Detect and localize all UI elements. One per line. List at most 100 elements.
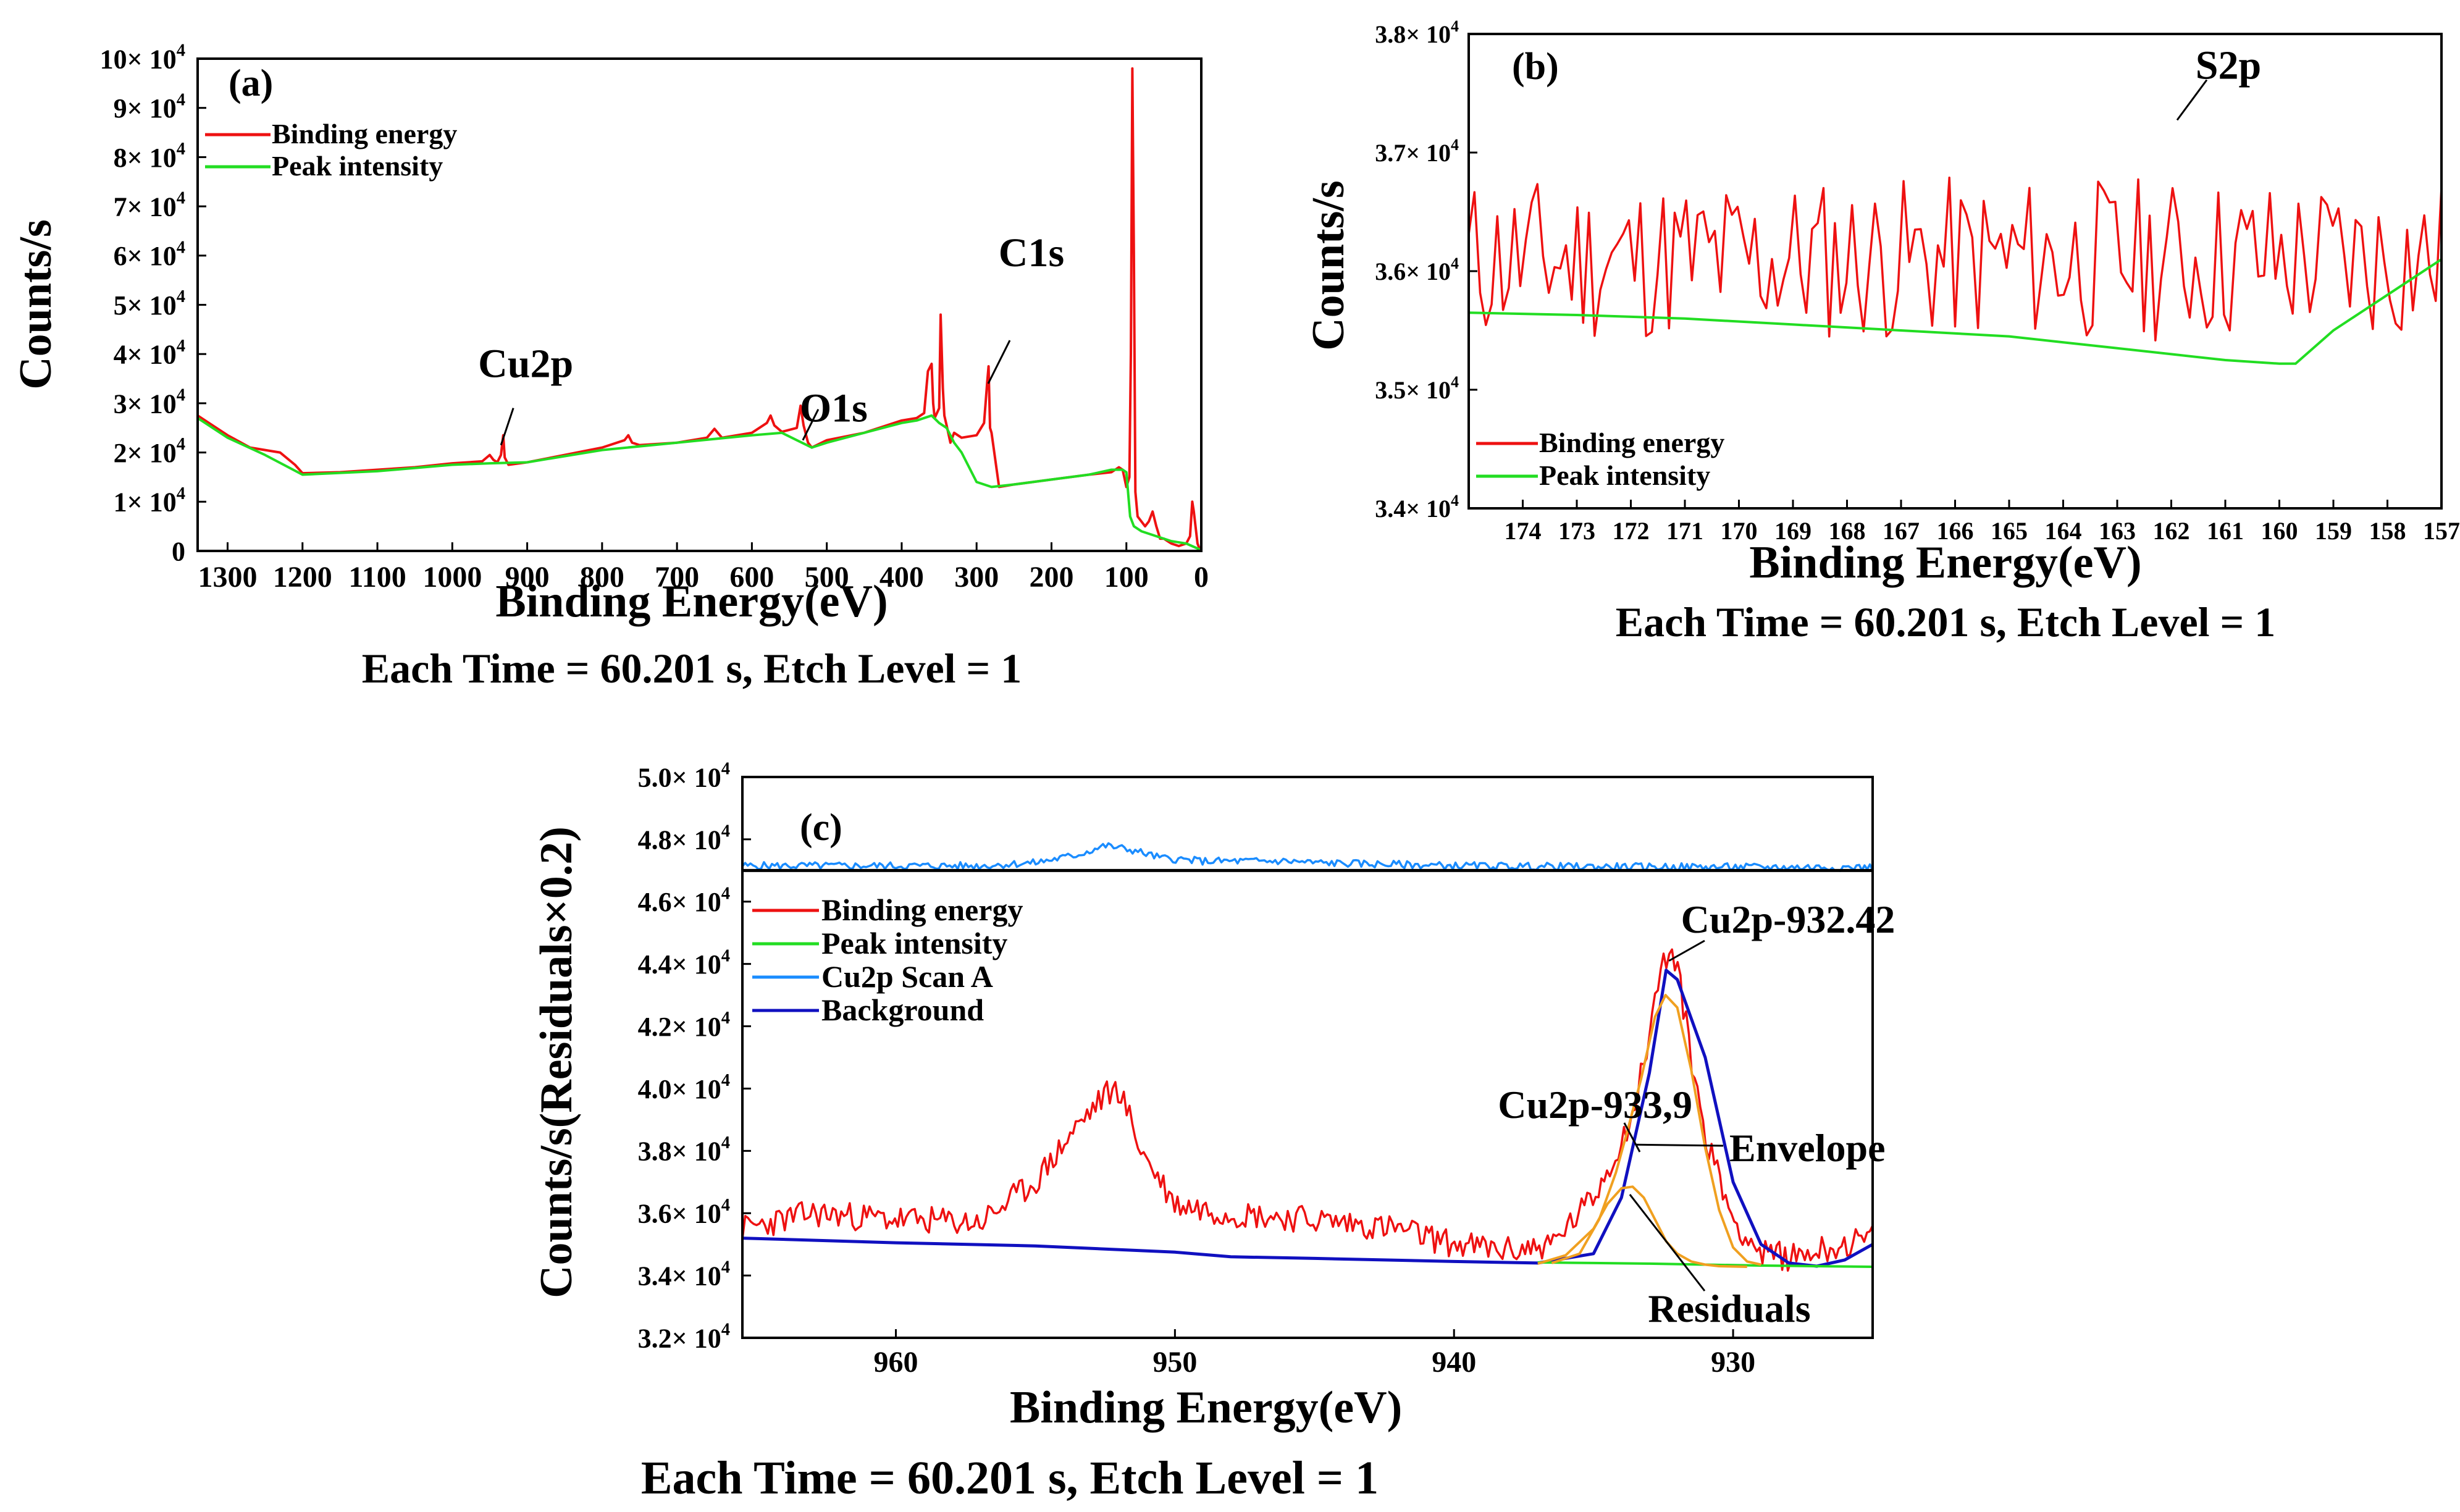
panel-b-y-ticks: 3.4× 104 3.5× 104 3.6× 104 3.7× 104 3.8× 104 bbox=[1375, 17, 1477, 523]
x-tick-label: 500 bbox=[805, 561, 849, 594]
panel-a-label: (a) bbox=[229, 62, 273, 104]
panel-c-legend-scan-label: Cu2p Scan A bbox=[821, 959, 993, 994]
y-tick-label: 0 bbox=[172, 536, 185, 566]
x-tick-label: 172 bbox=[1613, 517, 1650, 545]
panel-c-frame bbox=[741, 776, 1874, 1339]
panel-c-x-ticks: 960 950 940 930 bbox=[874, 1329, 1755, 1379]
panel-b-legend-peak-label: Peak intensity bbox=[1539, 460, 1710, 491]
x-tick-label: 930 bbox=[1711, 1346, 1755, 1379]
y-tick-label: 6× 104 bbox=[114, 238, 185, 271]
x-tick-label: 161 bbox=[2207, 517, 2244, 545]
x-tick-label: 171 bbox=[1666, 517, 1703, 545]
annotation-leader bbox=[1668, 939, 1705, 962]
panel-b-annotations: S2p bbox=[2176, 43, 2261, 121]
x-tick-label: 300 bbox=[954, 561, 999, 594]
y-tick-label: 3.7× 104 bbox=[1375, 136, 1459, 167]
x-tick-label: 1100 bbox=[348, 561, 406, 594]
series-background bbox=[742, 968, 1874, 1268]
y-tick-label: 3× 104 bbox=[114, 386, 185, 419]
x-tick-label: 160 bbox=[2261, 517, 2298, 545]
y-tick-label: 3.2× 104 bbox=[638, 1321, 730, 1354]
y-tick-label: 2× 104 bbox=[114, 435, 185, 468]
x-tick-label: 164 bbox=[2045, 517, 2082, 545]
series-peak-intensity bbox=[1468, 258, 2443, 365]
panel-c-y-ticks: 3.2× 104 3.4× 104 3.6× 104 3.8× 104 4.0× 104… bbox=[638, 760, 751, 1354]
panel-c-xlabel: Binding Energy(eV) bbox=[1010, 1382, 1402, 1433]
panel-b-label: (b) bbox=[1512, 46, 1559, 88]
series-residuals bbox=[1537, 1185, 1747, 1268]
panel-b: 174 173 172 171 170 169 168 167 166 165 164 163 162 1… bbox=[1303, 17, 2460, 645]
y-tick-label: 4.0× 104 bbox=[638, 1071, 730, 1104]
y-tick-label: 3.8× 104 bbox=[638, 1133, 730, 1167]
x-tick-label: 800 bbox=[580, 561, 624, 594]
y-tick-label: 3.6× 104 bbox=[1375, 254, 1459, 285]
x-tick-label: 950 bbox=[1152, 1346, 1197, 1379]
y-tick-label: 8× 104 bbox=[114, 140, 185, 173]
panel-c-legend-peak-label: Peak intensity bbox=[821, 926, 1007, 960]
panel-c: 960 950 940 930 3.2× 104 3.4× 104 3.6× 104 3.8… bbox=[531, 760, 1895, 1504]
panel-c-label: (c) bbox=[800, 807, 842, 849]
annotation-leader bbox=[1623, 1122, 1641, 1153]
x-tick-label: 1300 bbox=[198, 561, 258, 594]
panel-b-ylabel: Counts/s bbox=[1303, 180, 1354, 351]
x-tick-label: 200 bbox=[1029, 561, 1073, 594]
panel-b-series bbox=[1467, 176, 2443, 365]
y-tick-label: 4.4× 104 bbox=[638, 946, 730, 980]
y-tick-label: 3.4× 104 bbox=[1375, 492, 1459, 523]
annotation-leader bbox=[987, 340, 1011, 384]
x-tick-label: 157 bbox=[2423, 517, 2460, 545]
annotation-label: Cu2p-932.42 bbox=[1681, 897, 1895, 941]
annotation-label: Cu2p bbox=[478, 342, 573, 387]
x-tick-label: 166 bbox=[1937, 517, 1974, 545]
panel-b-caption: Each Time = 60.201 s, Etch Level = 1 bbox=[1616, 598, 2276, 645]
y-tick-label: 9× 104 bbox=[114, 90, 185, 124]
x-tick-label: 700 bbox=[655, 561, 699, 594]
y-tick-label: 5× 104 bbox=[114, 287, 185, 321]
annotation-label: Envelope bbox=[1729, 1126, 1885, 1170]
y-tick-label: 1× 104 bbox=[114, 484, 185, 518]
y-tick-label: 3.5× 104 bbox=[1375, 373, 1459, 404]
panel-c-legend-background-label: Background bbox=[821, 993, 984, 1027]
panel-c-legend: Binding energy Peak intensity Cu2p Scan … bbox=[752, 892, 1023, 1027]
x-tick-label: 1200 bbox=[273, 561, 332, 594]
panel-a-x-ticks: 1300 1200 1100 1000 900 800 700 600 500 400 300 200… bbox=[198, 542, 1209, 594]
annotation-leader bbox=[1635, 1143, 1724, 1147]
y-tick-label: 4.8× 104 bbox=[638, 821, 730, 855]
panel-c-legend-binding-label: Binding energy bbox=[821, 892, 1023, 927]
panel-b-legend-binding-label: Binding energy bbox=[1539, 427, 1724, 458]
x-tick-label: 900 bbox=[505, 561, 550, 594]
series-binding-energy bbox=[1467, 176, 2443, 342]
x-tick-label: 167 bbox=[1883, 517, 1920, 545]
panel-c-caption: Each Time = 60.201 s, Etch Level = 1 bbox=[641, 1452, 1379, 1504]
y-tick-label: 4.2× 104 bbox=[638, 1009, 730, 1042]
panel-a-legend-binding-label: Binding energy bbox=[272, 118, 457, 149]
series-binding-energy bbox=[741, 948, 1874, 1272]
panel-a-legend-peak-label: Peak intensity bbox=[272, 150, 443, 182]
x-tick-label: 162 bbox=[2153, 517, 2190, 545]
x-tick-label: 165 bbox=[1991, 517, 2028, 545]
panel-a-y-ticks: 0 1× 104 2× 104 3× 104 4× 104 5× 104 6× 104 7× … bbox=[100, 41, 206, 566]
panel-a-legend: Binding energy Peak intensity bbox=[205, 118, 457, 182]
annotation-label: C1s bbox=[999, 230, 1064, 275]
panel-a: 1300 1200 1100 1000 900 800 700 600 500 400 300 200… bbox=[10, 41, 1209, 692]
y-tick-label: 4.6× 104 bbox=[638, 884, 730, 917]
y-tick-label: 3.4× 104 bbox=[638, 1258, 730, 1292]
series-binding-energy bbox=[196, 67, 1201, 550]
x-tick-label: 600 bbox=[729, 561, 774, 594]
x-tick-label: 163 bbox=[2099, 517, 2136, 545]
x-tick-label: 174 bbox=[1505, 517, 1542, 545]
annotation-label: Residuals bbox=[1648, 1287, 1810, 1330]
y-tick-label: 5.0× 104 bbox=[638, 760, 730, 793]
x-tick-label: 940 bbox=[1432, 1346, 1476, 1379]
panel-c-annotations: Cu2p-932.42 Cu2p-933,9 Envelope Residuals bbox=[1498, 897, 1895, 1330]
panel-a-ylabel: Counts/s bbox=[10, 219, 61, 390]
x-tick-label: 173 bbox=[1558, 517, 1595, 545]
x-tick-label: 400 bbox=[879, 561, 924, 594]
annotation-leader bbox=[802, 409, 820, 441]
panel-a-caption: Each Time = 60.201 s, Etch Level = 1 bbox=[362, 645, 1022, 692]
annotation-leader bbox=[500, 408, 514, 446]
annotation-label: Cu2p-933,9 bbox=[1498, 1083, 1692, 1127]
panel-b-xlabel: Binding Energy(eV) bbox=[1749, 537, 2141, 588]
annotation-leader bbox=[2176, 79, 2208, 121]
